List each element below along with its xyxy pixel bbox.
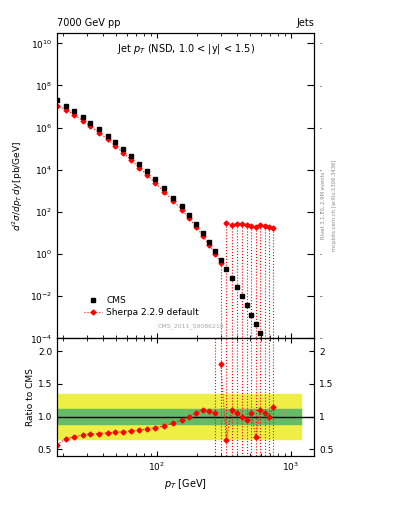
CMS: [171, 195, 176, 201]
Y-axis label: $d^2\sigma/dp_T\,dy\,[\mathrm{pb/GeV}]$: $d^2\sigma/dp_T\,dy\,[\mathrm{pb/GeV}]$: [11, 141, 26, 231]
CMS: [207, 239, 211, 245]
CMS: [219, 257, 223, 263]
CMS: [121, 146, 125, 152]
Text: Jets: Jets: [297, 18, 314, 28]
CMS: [262, 339, 267, 346]
Sherpa 2.2.9 default: [80, 118, 85, 124]
CMS: [290, 406, 295, 412]
CMS: [258, 330, 263, 336]
CMS: [144, 168, 149, 174]
Legend: CMS, Sherpa 2.2.9 default: CMS, Sherpa 2.2.9 default: [82, 294, 201, 318]
CMS: [200, 229, 205, 236]
CMS: [271, 358, 275, 365]
CMS: [105, 133, 110, 139]
Sherpa 2.2.9 default: [219, 260, 223, 266]
Y-axis label: Ratio to CMS: Ratio to CMS: [26, 368, 35, 426]
CMS: [80, 114, 85, 120]
Sherpa 2.2.9 default: [207, 242, 211, 248]
CMS: [229, 275, 234, 281]
CMS: [244, 302, 249, 308]
CMS: [113, 139, 118, 145]
Text: 7000 GeV pp: 7000 GeV pp: [57, 18, 121, 28]
Sherpa 2.2.9 default: [105, 136, 110, 142]
CMS: [187, 212, 191, 218]
CMS: [249, 311, 253, 317]
Text: Rivet 3.1.10, 2.9M events: Rivet 3.1.10, 2.9M events: [320, 171, 325, 239]
Sherpa 2.2.9 default: [162, 189, 167, 195]
X-axis label: $p_T$ [GeV]: $p_T$ [GeV]: [164, 477, 207, 491]
CMS: [55, 97, 59, 103]
CMS: [213, 248, 217, 254]
Sherpa 2.2.9 default: [72, 112, 76, 118]
CMS: [152, 176, 157, 182]
CMS: [266, 349, 271, 355]
CMS: [162, 185, 167, 191]
Sherpa 2.2.9 default: [200, 232, 205, 239]
Line: CMS: CMS: [55, 98, 295, 412]
CMS: [224, 266, 229, 272]
Sherpa 2.2.9 default: [88, 123, 93, 130]
Text: CMS_2011_S9086218: CMS_2011_S9086218: [158, 324, 224, 329]
Sherpa 2.2.9 default: [171, 198, 176, 204]
Sherpa 2.2.9 default: [97, 130, 101, 136]
Sherpa 2.2.9 default: [137, 164, 141, 170]
CMS: [97, 126, 101, 132]
CMS: [179, 203, 184, 209]
Sherpa 2.2.9 default: [55, 102, 59, 109]
CMS: [88, 120, 93, 126]
CMS: [129, 154, 133, 160]
CMS: [279, 377, 283, 383]
Sherpa 2.2.9 default: [113, 143, 118, 149]
Line: Sherpa 2.2.9 default: Sherpa 2.2.9 default: [55, 104, 222, 264]
CMS: [286, 396, 291, 402]
CMS: [137, 161, 141, 167]
Text: mcplots.cern.ch [arXiv:1306.3436]: mcplots.cern.ch [arXiv:1306.3436]: [332, 159, 337, 250]
Sherpa 2.2.9 default: [152, 180, 157, 186]
CMS: [234, 284, 239, 290]
CMS: [253, 321, 258, 327]
Sherpa 2.2.9 default: [213, 250, 217, 257]
CMS: [275, 368, 279, 374]
Sherpa 2.2.9 default: [64, 106, 68, 113]
Sherpa 2.2.9 default: [194, 224, 198, 230]
Sherpa 2.2.9 default: [129, 157, 133, 163]
Sherpa 2.2.9 default: [144, 172, 149, 178]
Sherpa 2.2.9 default: [121, 150, 125, 156]
CMS: [64, 102, 68, 109]
Sherpa 2.2.9 default: [187, 215, 191, 221]
CMS: [72, 108, 76, 114]
CMS: [194, 221, 198, 227]
Text: Jet $p_T$ (NSD, 1.0 < |y| < 1.5): Jet $p_T$ (NSD, 1.0 < |y| < 1.5): [117, 42, 255, 56]
CMS: [239, 293, 244, 300]
Sherpa 2.2.9 default: [179, 206, 184, 212]
CMS: [283, 387, 287, 393]
